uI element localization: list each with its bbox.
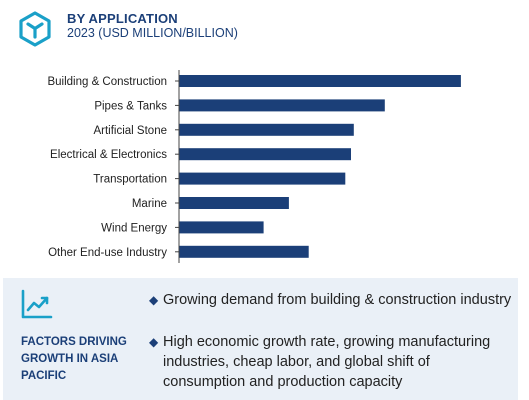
factor-item-text: High economic growth rate, growing manuf…	[163, 334, 491, 390]
category-labels: Building & Construction Pipes & Tanks Arti…	[47, 76, 167, 259]
bar	[179, 75, 461, 87]
bars	[179, 75, 461, 258]
cube-logo-icon	[19, 11, 51, 47]
category-label: Other End-use Industry	[48, 247, 167, 259]
bar	[179, 123, 354, 136]
growth-chart-icon	[21, 289, 53, 319]
bar	[179, 221, 264, 234]
diamond-bullet-icon: ◆	[149, 293, 159, 307]
axis-ticks	[175, 80, 179, 253]
category-label: Building & Construction	[47, 76, 167, 88]
bar	[179, 148, 351, 161]
factors-title: FACTORS DRIVING GROWTH IN ASIA PACIFIC	[21, 336, 127, 382]
factor-item: ◆ High economic growth rate, growing man…	[149, 332, 514, 392]
category-label: Wind Energy	[101, 222, 167, 234]
bar	[179, 99, 385, 112]
bar	[179, 172, 346, 185]
category-label: Pipes & Tanks	[94, 100, 167, 112]
chart-title: BY APPLICATION	[67, 11, 178, 26]
category-label: Marine	[132, 198, 167, 210]
bar	[179, 245, 309, 258]
diamond-bullet-icon: ◆	[149, 335, 159, 349]
category-label: Transportation	[93, 174, 167, 186]
category-label: Electrical & Electronics	[50, 149, 167, 161]
bar	[179, 197, 289, 209]
category-label: Artificial Stone	[93, 125, 167, 137]
bar-chart: Building & Construction Pipes & Tanks Arti…	[47, 70, 461, 263]
factors-panel	[3, 278, 518, 400]
factor-item-text: Growing demand from building & construct…	[163, 292, 512, 308]
factor-item: ◆ Growing demand from building & constru…	[149, 290, 514, 310]
chart-subtitle: 2023 (USD MILLION/BILLION)	[67, 26, 238, 40]
